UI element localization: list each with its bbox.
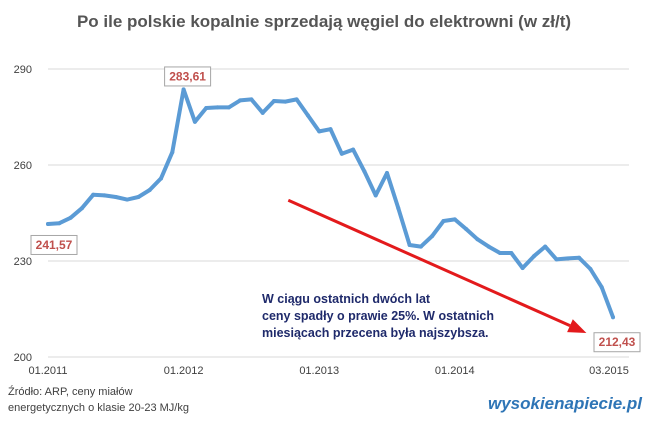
data-point: [102, 193, 107, 198]
trend-arrow: [287, 198, 587, 333]
data-point: [192, 119, 197, 124]
chart-title: Po ile polskie kopalnie sprzedają węgiel…: [77, 12, 571, 31]
data-point: [430, 234, 435, 239]
data-label: 212,43: [599, 335, 636, 349]
data-point: [283, 99, 288, 104]
annotation-text: W ciągu ostatnich dwóch lat ceny spadły o…: [262, 292, 494, 340]
source-line-2: energetycznych o klasie 20-23 MJ/kg: [8, 402, 189, 414]
data-point: [215, 105, 220, 110]
data-point: [181, 87, 186, 92]
data-point: [418, 244, 423, 249]
data-point: [68, 215, 73, 220]
x-tick-label: 03.2015: [589, 365, 629, 377]
data-point: [373, 193, 378, 198]
data-label-box: [30, 234, 78, 255]
data-point: [543, 244, 548, 249]
data-point: [565, 256, 570, 261]
x-tick-label: 01.2014: [435, 365, 475, 377]
data-point: [159, 176, 163, 181]
x-axis-ticks: 01.2011 01.2012 01.2013 01.2014 03.2015: [29, 365, 629, 377]
data-point: [611, 315, 615, 320]
data-labels: 241,57 283,61 212,43: [30, 66, 641, 353]
data-point: [294, 97, 299, 102]
y-tick-label: 290: [14, 64, 32, 76]
data-point: [272, 99, 276, 103]
series-layer: [46, 87, 615, 320]
annotation-line: W ciągu ostatnich dwóch lat: [262, 292, 431, 306]
y-tick-label: 200: [14, 352, 32, 364]
data-point: [351, 147, 356, 152]
x-tick-label: 01.2011: [29, 365, 68, 377]
data-point: [452, 217, 457, 222]
series-line: [46, 87, 615, 320]
data-point: [113, 195, 118, 199]
data-point: [328, 127, 333, 132]
data-point: [57, 221, 62, 226]
data-point: [226, 105, 231, 110]
data-point: [260, 110, 265, 115]
data-point: [170, 150, 175, 155]
data-point: [385, 171, 389, 175]
data-point: [407, 243, 412, 247]
y-tick-label: 230: [14, 256, 32, 268]
data-point: [317, 129, 322, 134]
data-label-box: [593, 332, 641, 353]
data-point: [588, 267, 593, 271]
data-point: [475, 237, 480, 242]
data-point: [599, 285, 604, 290]
data-point: [577, 255, 582, 260]
brand-logo: wysokienapiecie.pl: [488, 394, 643, 413]
source-line-1: Źródło: ARP, ceny miałów: [8, 385, 133, 398]
data-point: [79, 206, 84, 211]
data-label: 283,61: [169, 69, 206, 83]
data-point: [46, 221, 50, 226]
data-point: [339, 151, 344, 156]
data-point: [238, 98, 243, 103]
trend-arrow-head: [567, 319, 587, 333]
data-point: [125, 197, 130, 202]
data-label: 241,57: [36, 238, 73, 252]
annotation-line: ceny spadły o prawie 25%. W ostatnich: [262, 309, 494, 323]
grid-lines: [48, 68, 629, 358]
data-point: [362, 169, 367, 174]
data-point: [498, 251, 502, 255]
y-tick-label: 260: [14, 160, 32, 172]
data-point: [531, 254, 536, 259]
trend-arrow-shaft: [287, 198, 571, 328]
data-point: [509, 251, 514, 255]
data-point: [486, 244, 491, 249]
y-axis-ticks: 200 230 260 290: [14, 64, 32, 364]
data-label-box: [164, 66, 212, 87]
data-point: [305, 113, 310, 118]
data-point: [464, 227, 469, 231]
source-note: Źródło: ARP, ceny miałów energetycznych …: [8, 385, 189, 414]
data-point: [91, 192, 96, 197]
data-point: [204, 106, 209, 111]
data-point: [441, 219, 446, 223]
data-point: [136, 195, 141, 199]
annotation-line: miesiącach przecena była najszybsza.: [262, 326, 489, 340]
data-point: [396, 206, 401, 211]
data-point: [147, 187, 152, 192]
data-point: [554, 257, 559, 262]
x-tick-label: 01.2013: [299, 365, 339, 377]
data-point: [520, 266, 525, 271]
x-tick-label: 01.2012: [164, 365, 204, 377]
data-point: [249, 97, 254, 102]
